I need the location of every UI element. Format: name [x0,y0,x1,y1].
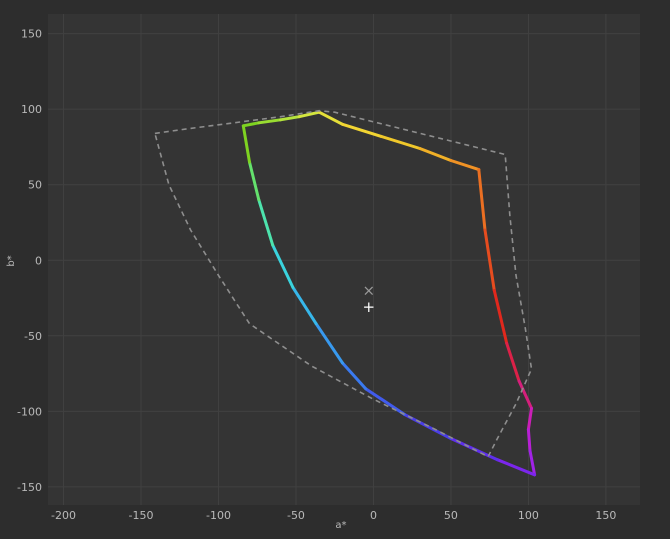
series-segment [341,122,383,138]
x-tick-label: -200 [51,509,76,522]
series-line-dashed [154,109,533,458]
series-segment [341,361,368,391]
series-segment [364,387,406,416]
cross-marker: × [363,281,376,299]
series-segment [526,406,533,431]
series-segment [241,121,261,128]
plus-marker: + [363,298,376,316]
series-segment [271,243,295,289]
series-segment [526,428,532,453]
series-segment [241,124,251,164]
series-segment [314,322,344,365]
x-tick-label: 150 [595,509,616,522]
series-segment [257,118,282,125]
x-tick-label: -50 [287,509,305,522]
series-segment [492,289,509,345]
series-layer [154,109,537,477]
series-segment [379,134,422,150]
series-segment [495,458,537,477]
markers-layer: ×+ [363,281,376,316]
y-tick-label: 50 [28,179,42,192]
x-tick-label: 0 [370,509,377,522]
series-segment [297,110,321,119]
series-segment [257,198,275,247]
series-segment [483,228,496,292]
x-tick-label: -150 [128,509,153,522]
series-segment [317,110,344,126]
series-segment [505,341,521,383]
series-segment [449,159,481,172]
x-axis-label: a* [335,520,346,531]
y-tick-label: -100 [17,405,42,418]
x-tick-label: 50 [444,509,458,522]
y-tick-label: 150 [21,28,42,41]
y-axis-ticks: 150 100 50 0 -50 -100 -150 [17,28,42,494]
x-tick-label: 100 [518,509,539,522]
y-axis-label: b* [6,255,17,266]
y-tick-label: 0 [35,254,42,267]
series-segment [517,379,533,410]
x-axis-ticks: -200 -150 -100 -50 0 50 100 150 [51,509,616,522]
y-tick-label: -150 [17,481,42,494]
y-tick-label: 100 [21,103,42,116]
series-segment [279,115,301,122]
x-tick-label: -100 [206,509,231,522]
series-segment [291,285,318,326]
y-tick-label: -50 [24,330,42,343]
plot-area [48,14,640,505]
series-segment [528,449,537,477]
series-line-gradient [241,110,537,477]
series-segment [418,147,453,162]
grid [48,14,640,505]
series-segment [477,168,487,232]
series-segment [248,160,261,202]
